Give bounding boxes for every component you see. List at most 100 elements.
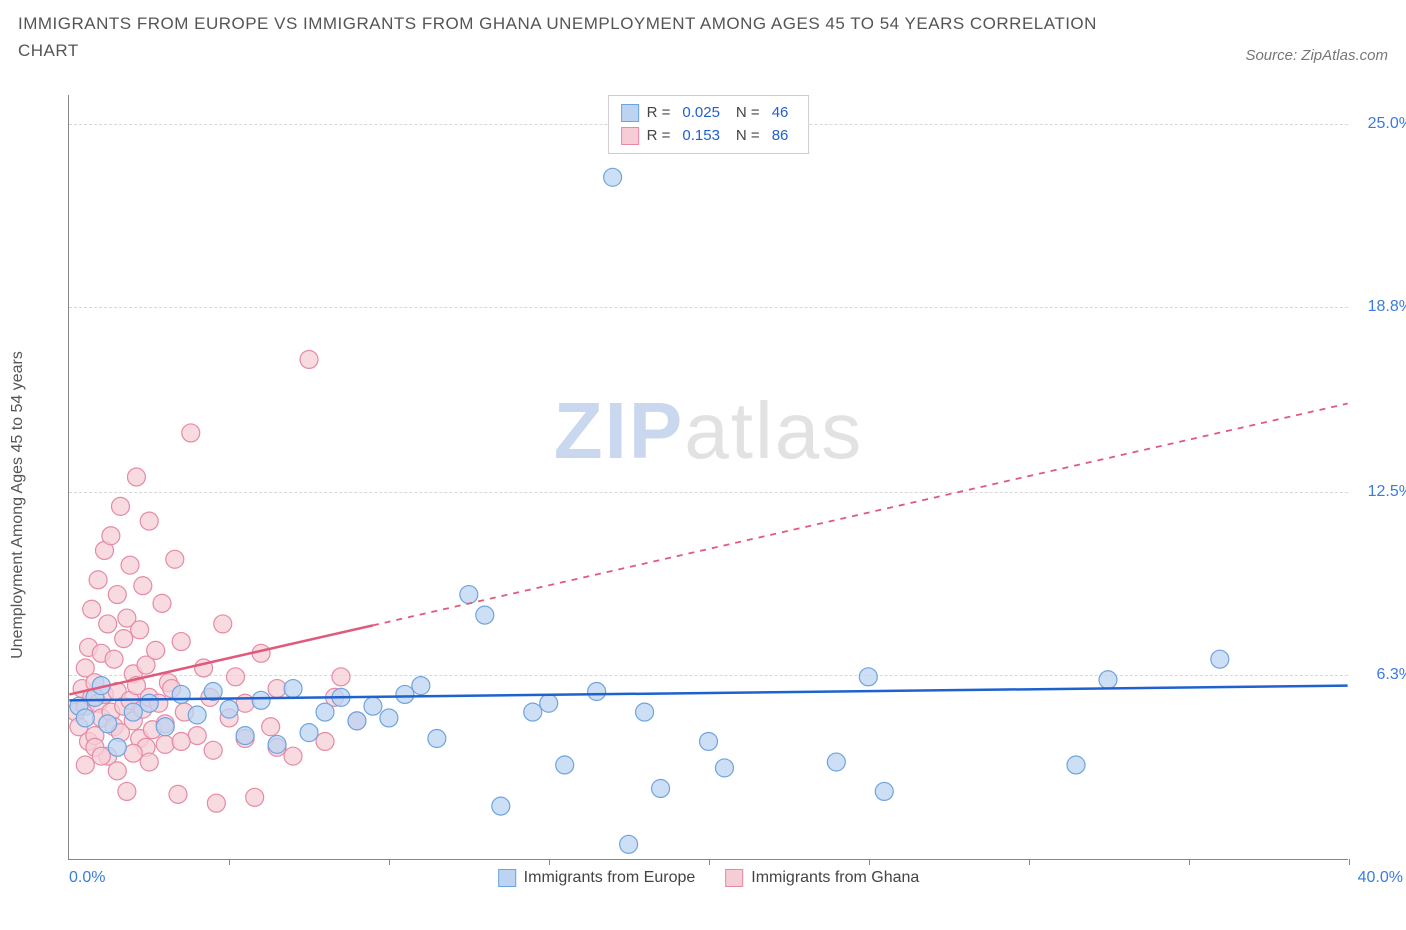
scatter-point: [268, 680, 286, 698]
scatter-point: [652, 779, 670, 797]
scatter-point: [316, 703, 334, 721]
scatter-point: [156, 735, 174, 753]
y-axis-label: Unemployment Among Ages 45 to 54 years: [9, 351, 27, 659]
stat-n-value: 86: [772, 125, 789, 148]
x-tick: [1029, 859, 1030, 865]
scatter-point: [92, 747, 110, 765]
legend-stats: R =0.025N =46R =0.153N =86: [608, 95, 810, 154]
scatter-point: [140, 753, 158, 771]
scatter-point: [188, 706, 206, 724]
scatter-point: [172, 685, 190, 703]
scatter-point: [102, 527, 120, 545]
scatter-point: [268, 735, 286, 753]
scatter-point: [1099, 671, 1117, 689]
trend-line-dashed: [373, 404, 1348, 626]
scatter-point: [172, 633, 190, 651]
scatter-point: [108, 738, 126, 756]
scatter-point: [131, 621, 149, 639]
scatter-point: [236, 727, 254, 745]
scatter-point: [172, 732, 190, 750]
x-tick: [869, 859, 870, 865]
scatter-point: [108, 586, 126, 604]
scatter-point: [476, 606, 494, 624]
scatter-point: [300, 350, 318, 368]
y-tick-label: 6.3%: [1377, 666, 1406, 684]
legend-item: Immigrants from Ghana: [725, 869, 919, 887]
scatter-point: [284, 680, 302, 698]
scatter-point: [76, 709, 94, 727]
scatter-point: [636, 703, 654, 721]
x-tick: [229, 859, 230, 865]
legend-series: Immigrants from Europe Immigrants from Gh…: [498, 869, 920, 887]
y-tick-label: 12.5%: [1368, 483, 1406, 501]
stat-r-label: R =: [647, 125, 671, 148]
x-max-label: 40.0%: [1358, 869, 1403, 887]
scatter-point: [380, 709, 398, 727]
legend-label: Immigrants from Ghana: [751, 869, 919, 887]
scatter-point: [348, 712, 366, 730]
stat-r-value: 0.025: [682, 102, 720, 125]
scatter-point: [121, 556, 139, 574]
scatter-point: [284, 747, 302, 765]
scatter-point: [207, 794, 225, 812]
scatter-point: [364, 697, 382, 715]
x-min-label: 0.0%: [69, 869, 105, 887]
y-tick-label: 25.0%: [1368, 115, 1406, 133]
scatter-overlay: [69, 95, 1348, 859]
stat-n-value: 46: [772, 102, 789, 125]
stat-r-value: 0.153: [682, 125, 720, 148]
plot-wrap: Unemployment Among Ages 45 to 54 years Z…: [48, 95, 1388, 915]
scatter-point: [99, 715, 117, 733]
scatter-point: [715, 759, 733, 777]
scatter-point: [214, 615, 232, 633]
stat-n-label: N =: [736, 102, 760, 125]
scatter-point: [188, 727, 206, 745]
legend-swatch: [621, 127, 639, 145]
y-tick-label: 18.8%: [1368, 298, 1406, 316]
scatter-point: [76, 756, 94, 774]
scatter-point: [300, 724, 318, 742]
scatter-point: [153, 594, 171, 612]
scatter-point: [332, 668, 350, 686]
legend-label: Immigrants from Europe: [524, 869, 696, 887]
scatter-point: [99, 615, 117, 633]
scatter-point: [700, 732, 718, 750]
scatter-point: [246, 788, 264, 806]
scatter-point: [396, 685, 414, 703]
scatter-point: [124, 744, 142, 762]
scatter-point: [556, 756, 574, 774]
chart-title: IMMIGRANTS FROM EUROPE VS IMMIGRANTS FRO…: [18, 10, 1118, 64]
scatter-point: [604, 168, 622, 186]
x-tick: [1349, 859, 1350, 865]
legend-swatch: [725, 869, 743, 887]
scatter-point: [166, 550, 184, 568]
scatter-point: [316, 732, 334, 750]
source-label: Source: ZipAtlas.com: [1245, 47, 1388, 64]
scatter-point: [182, 424, 200, 442]
legend-swatch: [621, 104, 639, 122]
scatter-point: [118, 782, 136, 800]
x-tick: [1189, 859, 1190, 865]
scatter-point: [236, 694, 254, 712]
x-tick: [389, 859, 390, 865]
scatter-point: [1211, 650, 1229, 668]
scatter-point: [115, 630, 133, 648]
plot-area: ZIPatlas 6.3%12.5%18.8%25.0% 0.0% 40.0% …: [68, 95, 1348, 860]
scatter-point: [875, 782, 893, 800]
scatter-point: [227, 668, 245, 686]
scatter-point: [412, 677, 430, 695]
stat-n-label: N =: [736, 125, 760, 148]
scatter-point: [140, 694, 158, 712]
scatter-point: [492, 797, 510, 815]
scatter-point: [140, 512, 158, 530]
x-tick: [709, 859, 710, 865]
scatter-point: [204, 741, 222, 759]
scatter-point: [83, 600, 101, 618]
scatter-point: [428, 730, 446, 748]
scatter-point: [620, 835, 638, 853]
scatter-point: [540, 694, 558, 712]
legend-swatch: [498, 869, 516, 887]
scatter-point: [859, 668, 877, 686]
scatter-point: [89, 571, 107, 589]
legend-item: Immigrants from Europe: [498, 869, 696, 887]
